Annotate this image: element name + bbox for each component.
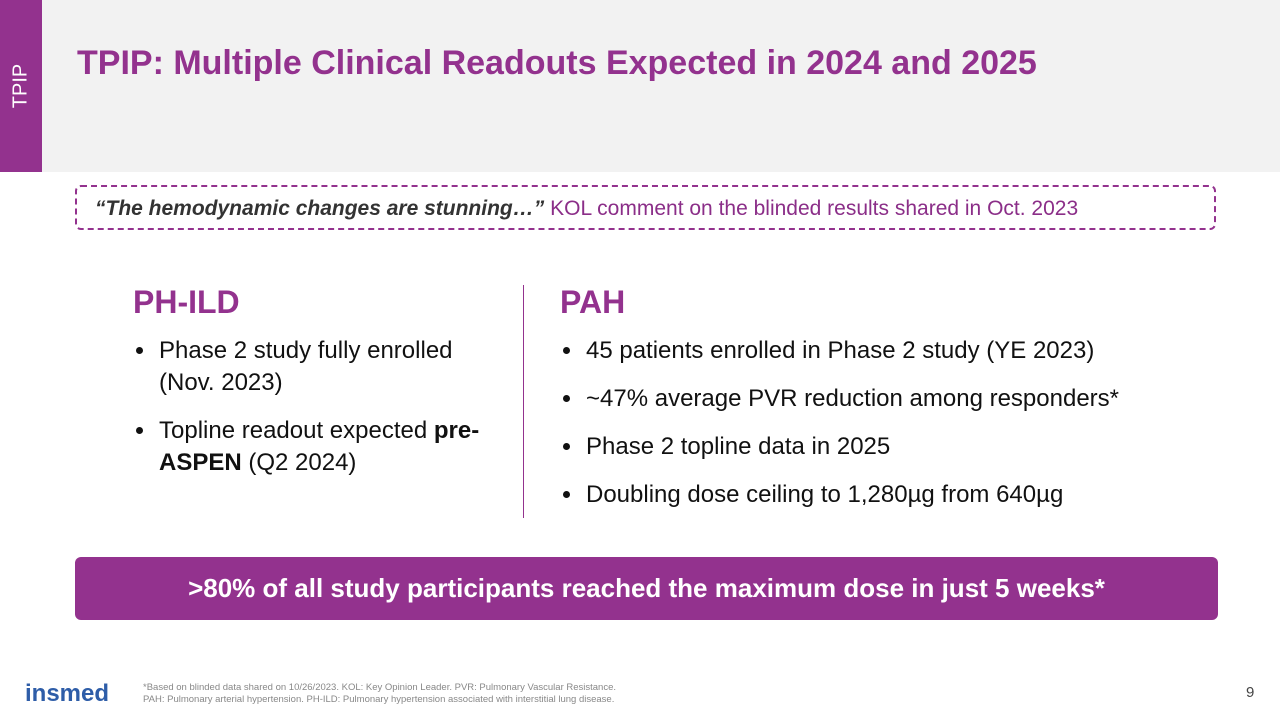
header-band [0,0,1280,172]
page-number: 9 [1246,684,1255,701]
quote-emphasis: “The hemodynamic changes are stunning…” [95,197,545,220]
quote-box: “The hemodynamic changes are stunning…” … [75,185,1216,230]
divider [523,285,524,518]
bullet: ~47% average PVR reduction among respond… [584,383,1220,415]
bullet-text: (Q2 2024) [248,449,357,476]
bullet-list: 45 patients enrolled in Phase 2 study (Y… [560,335,1220,511]
column: PAH 45 patients enrolled in Phase 2 stud… [560,284,1220,527]
bullet: Topline readout expected pre-ASPEN (Q2 2… [157,415,503,479]
sidebar: TPIP [0,0,42,172]
column: PH-ILD Phase 2 study fully enrolled (Nov… [133,284,503,495]
bullet: Phase 2 topline data in 2025 [584,431,1220,463]
bullet: Doubling dose ceiling to 1,280µg from 64… [584,479,1220,511]
bullet: Phase 2 study fully enrolled (Nov. 2023) [157,335,503,399]
title: TPIP: Multiple Clinical Readouts Expecte… [77,44,1037,82]
sidebar-label: TPIP [9,63,32,109]
bullet: 45 patients enrolled in Phase 2 study (Y… [584,335,1220,367]
quote-rest: KOL comment on the blinded results share… [550,197,1079,220]
logo: insmed [25,680,110,707]
footnote: PAH: Pulmonary arterial hypertension. PH… [143,694,615,705]
column-heading: PH-ILD [133,284,240,320]
bullet-text: Topline readout expected [159,417,428,444]
column-heading: PAH [560,284,626,320]
banner: >80% of all study participants reached t… [75,557,1218,620]
bullet-list: Phase 2 study fully enrolled (Nov. 2023)… [133,335,503,479]
bullet-bold: pre-ASPEN [159,417,480,476]
footnotes: *Based on blinded data shared on 10/26/2… [143,682,616,706]
footnote: *Based on blinded data shared on 10/26/2… [143,682,617,693]
